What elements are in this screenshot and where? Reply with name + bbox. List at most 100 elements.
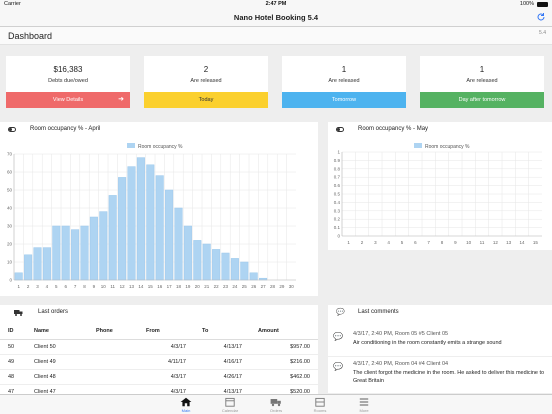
y-tick-label: 10: [7, 260, 13, 265]
bar: [118, 177, 127, 281]
button-label: Tomorrow: [331, 97, 357, 103]
cell-from: 4/11/17: [138, 354, 194, 370]
tab-main[interactable]: Main: [166, 395, 206, 414]
table-row[interactable]: 48 Client 48 4/3/17 4/26/17 $462.00: [0, 369, 318, 385]
bar: [33, 247, 42, 281]
calendar-icon: [225, 397, 235, 407]
x-tick-label: 17: [167, 284, 173, 289]
x-tick-label: 23: [223, 284, 229, 289]
x-tick-label: 24: [232, 284, 238, 289]
view-details-button[interactable]: View Details ➜: [6, 92, 130, 108]
bar: [221, 252, 230, 281]
today-button[interactable]: Today: [144, 92, 268, 108]
column-header-phone[interactable]: Phone: [88, 324, 138, 340]
panel-header: 💬 Last comments: [328, 305, 552, 321]
comment-icon: 💬: [336, 309, 345, 316]
bar: [146, 164, 155, 281]
y-tick-label: 0.7: [334, 175, 341, 180]
x-tick-label: 2: [361, 240, 364, 245]
column-header-to[interactable]: To: [194, 324, 250, 340]
chevron-right-icon: ➜: [118, 96, 124, 103]
comment-meta: 4/3/17, 2:40 PM, Room 04 #4 Client 04: [353, 361, 449, 367]
cell-amount: $957.00: [250, 339, 318, 355]
last-orders-panel: Last orders ID Name Phone From To Amount…: [0, 305, 318, 394]
bar: [174, 207, 183, 281]
tab-calendar[interactable]: Calendar: [210, 395, 250, 414]
table-row[interactable]: 49 Client 49 4/11/17 4/16/17 $216.00: [0, 354, 318, 370]
table-row[interactable]: 50 Client 50 4/3/17 4/13/17 $957.00: [0, 339, 318, 355]
x-tick-label: 6: [64, 284, 67, 289]
tab-label: Orders: [269, 408, 283, 413]
panel-title: Room occupancy % - April: [30, 126, 101, 132]
x-tick-label: 4: [46, 284, 49, 289]
bar: [80, 225, 89, 281]
page-title: Dashboard: [8, 31, 53, 41]
bar: [89, 216, 98, 281]
column-header-amount[interactable]: Amount: [250, 324, 318, 340]
status-bar: Carrier 2:47 PM 100%: [0, 0, 552, 9]
chart-legend: Room occupancy %: [414, 143, 470, 150]
x-tick-label: 12: [493, 240, 499, 245]
card-label: Are released: [190, 78, 222, 84]
menu-icon: [359, 398, 369, 406]
x-tick-label: 10: [466, 240, 472, 245]
panel-title: Room occupancy % - May: [358, 126, 429, 132]
x-tick-label: 4: [387, 240, 390, 245]
button-label: Day after tomorrow: [458, 97, 506, 103]
x-tick-label: 8: [83, 284, 86, 289]
truck-icon: [14, 310, 23, 316]
bar: [249, 272, 258, 281]
legend-swatch: [414, 143, 422, 148]
bar: [71, 229, 80, 281]
comment-text: Air conditioning in the room constantly …: [353, 340, 502, 346]
tab-rooms[interactable]: Rooms: [300, 395, 340, 414]
truck-icon: [270, 399, 281, 407]
cell-name: Client 50: [26, 339, 88, 355]
column-header-from[interactable]: From: [138, 324, 194, 340]
x-tick-label: 8: [441, 240, 444, 245]
card-label: Are released: [328, 78, 360, 84]
cell-to: 4/13/17: [194, 339, 250, 355]
panel-title: Last comments: [358, 309, 399, 315]
x-tick-label: 20: [195, 284, 201, 289]
cell-name: Client 47: [26, 384, 88, 394]
tab-orders[interactable]: Orders: [256, 395, 296, 414]
y-tick-label: 0.2: [334, 217, 341, 222]
panel-header: Room occupancy % - April: [0, 122, 318, 138]
tomorrow-button[interactable]: Tomorrow: [282, 92, 406, 108]
y-tick-label: 0.8: [334, 166, 341, 171]
table-row[interactable]: 47 Client 47 4/3/17 4/13/17 $520.00: [0, 384, 318, 394]
column-header-id[interactable]: ID: [0, 324, 26, 340]
y-tick-label: 60: [7, 170, 13, 175]
day-after-tomorrow-button[interactable]: Day after tomorrow: [420, 92, 544, 108]
orders-header-row: ID Name Phone From To Amount: [0, 324, 318, 340]
bar: [212, 249, 221, 281]
y-tick-label: 50: [7, 188, 13, 193]
x-tick-label: 26: [251, 284, 257, 289]
version-label: 5.4: [539, 30, 546, 36]
x-tick-label: 2: [27, 284, 30, 289]
may-occupancy-panel: Room occupancy % - May Room occupancy % 0…: [328, 122, 552, 250]
bar: [136, 157, 145, 281]
column-header-name[interactable]: Name: [26, 324, 88, 340]
x-tick-label: 6: [414, 240, 417, 245]
cell-to: 4/13/17: [194, 384, 250, 394]
comment-item[interactable]: 💬 4/3/17, 2:40 PM, Room 04 #4 Client 04 …: [328, 357, 552, 394]
bar: [202, 243, 211, 281]
tab-more[interactable]: More: [344, 395, 384, 414]
x-tick-label: 15: [148, 284, 154, 289]
speech-bubble-icon: 💬: [333, 362, 343, 371]
toggle-icon: [336, 127, 344, 132]
panel-header: Last orders: [0, 305, 318, 321]
x-tick-label: 9: [454, 240, 457, 245]
y-tick-label: 0.3: [334, 208, 341, 213]
bar: [193, 240, 202, 281]
x-tick-label: 14: [519, 240, 525, 245]
bar: [165, 189, 174, 281]
legend-label: Room occupancy %: [138, 144, 183, 150]
refresh-icon[interactable]: [536, 12, 546, 22]
comment-item[interactable]: 💬 4/3/17, 2:40 PM, Room 05 #5 Client 05 …: [328, 327, 552, 357]
may-occupancy-chart: Room occupancy % 0 0.1 0.2 0.3 0.4 0.5 0.6 0.7 0.…: [334, 143, 542, 245]
y-tick-label: 0.6: [334, 183, 341, 188]
